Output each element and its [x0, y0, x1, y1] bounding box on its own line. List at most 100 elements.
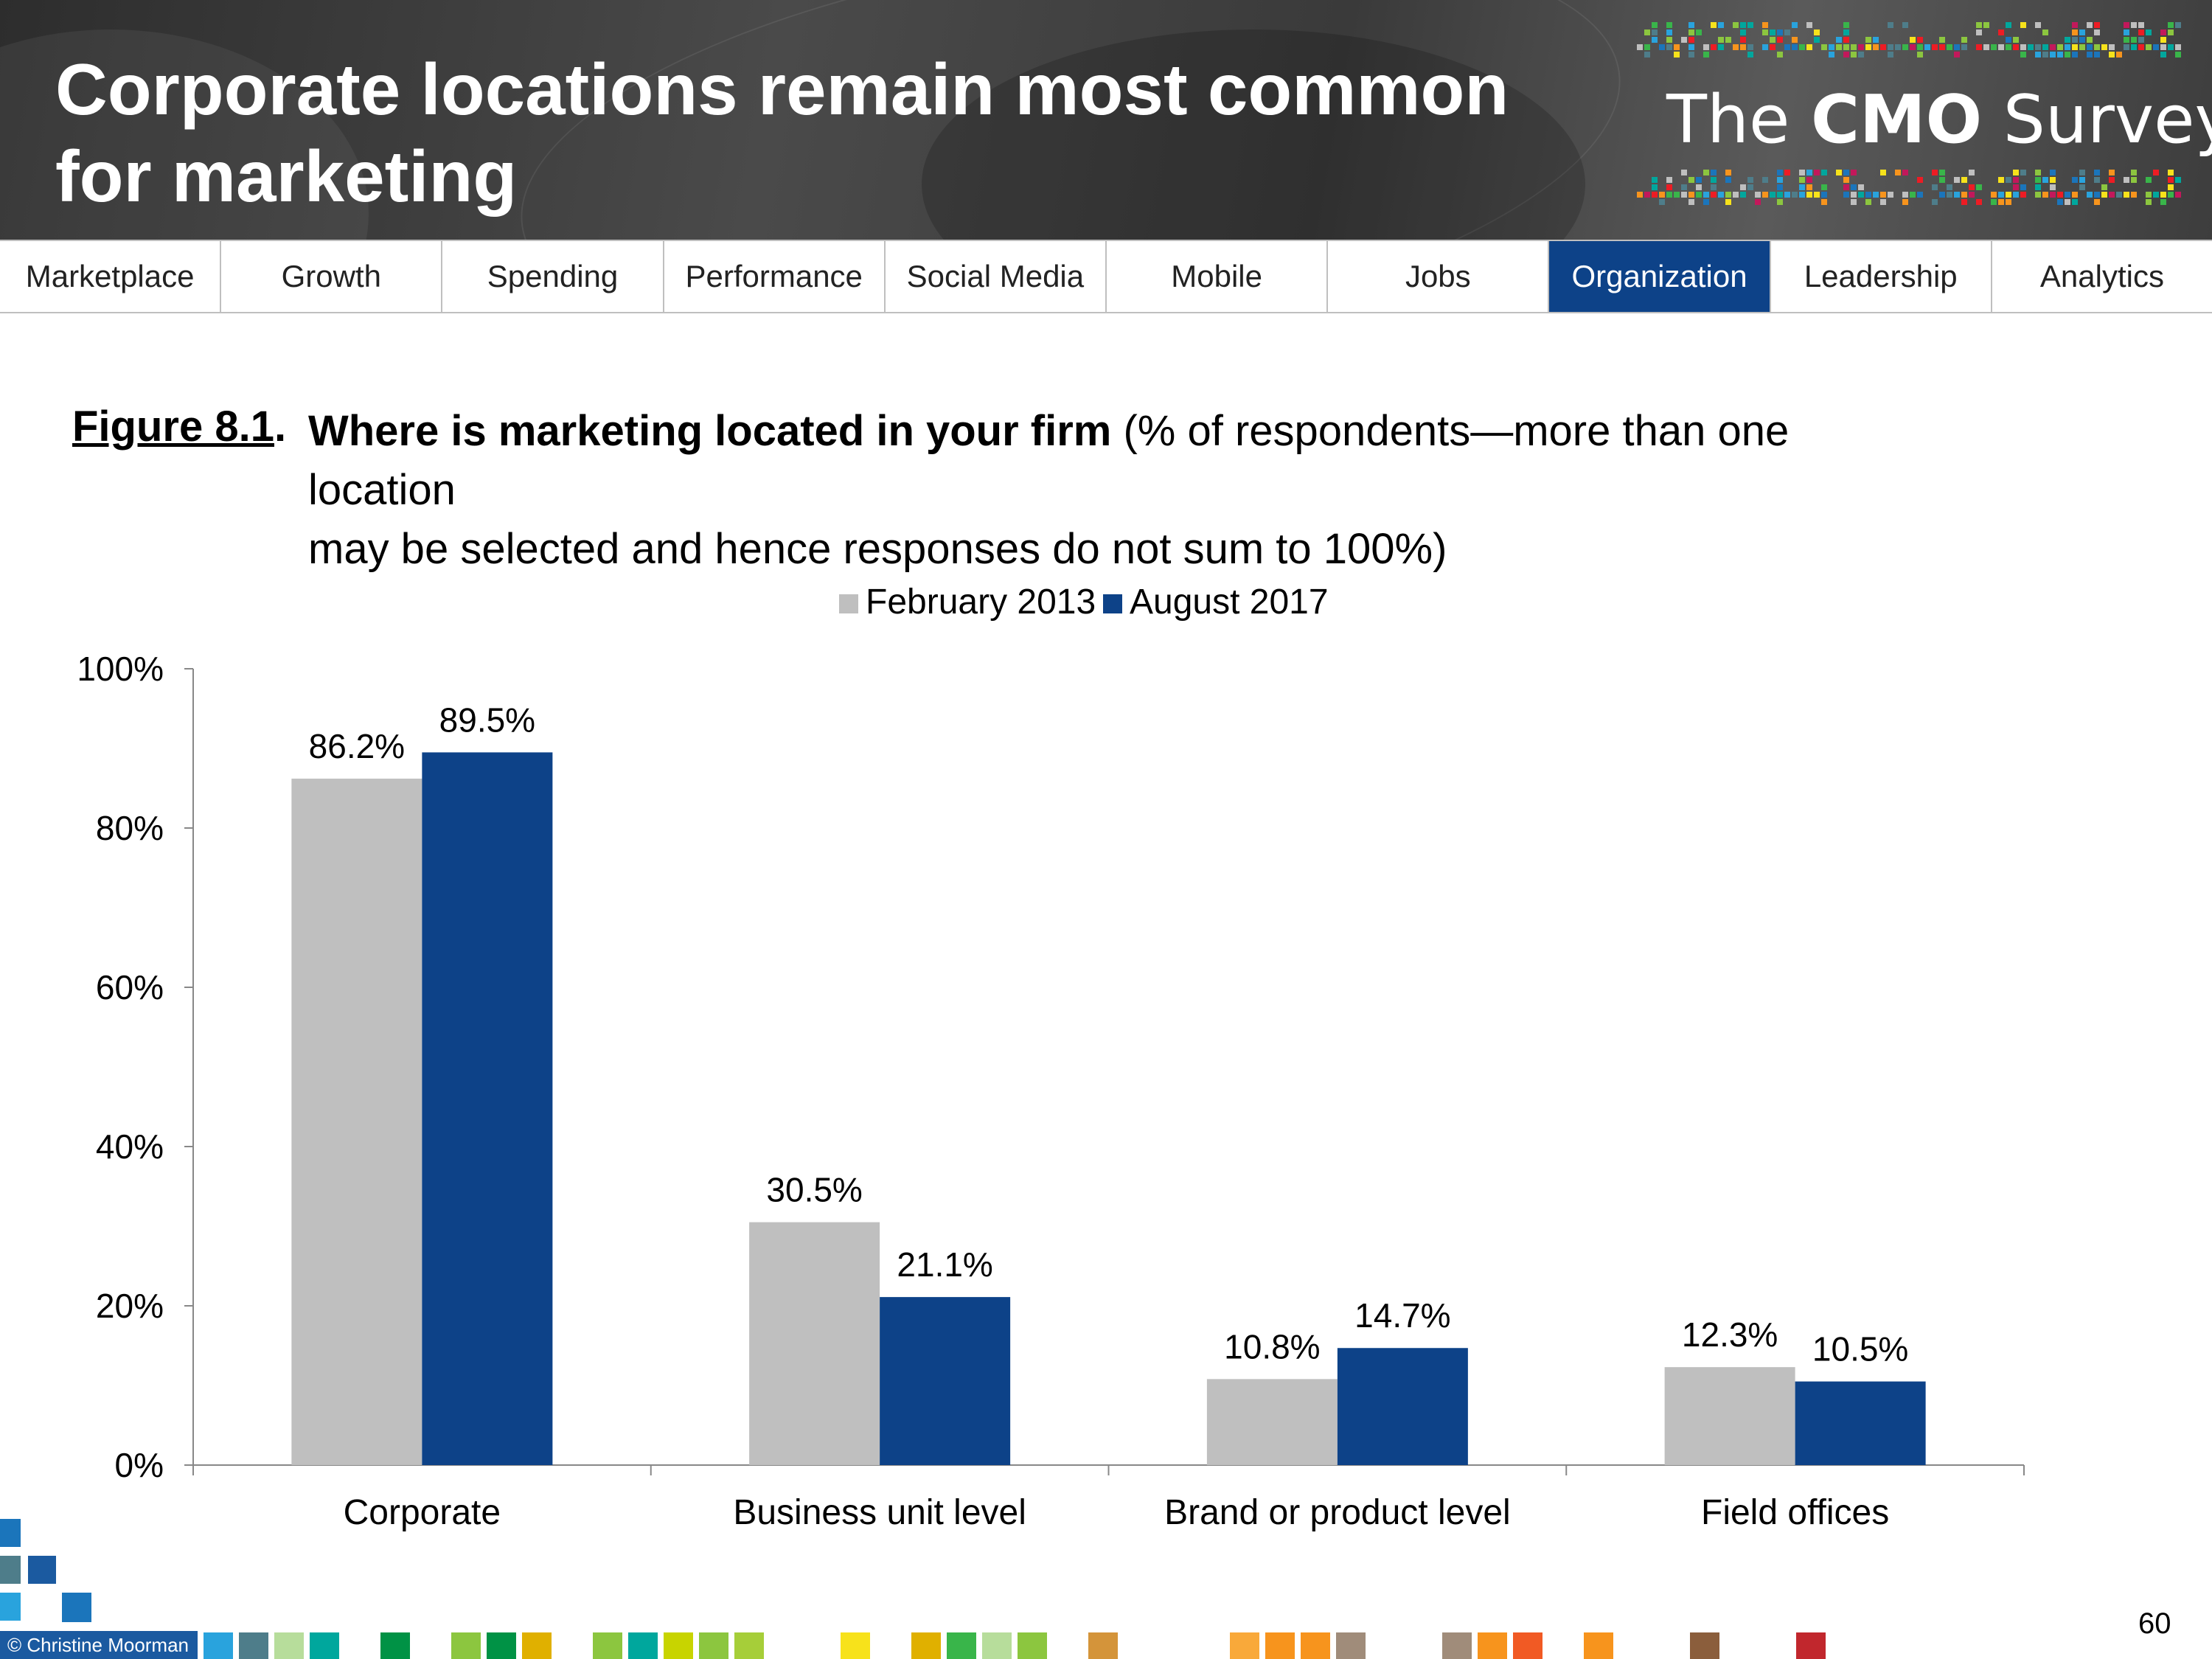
decor-pixel	[1725, 177, 1731, 183]
decor-pixel	[1961, 177, 1967, 183]
bar-aug-2017	[880, 1297, 1011, 1465]
decor-pixel	[1762, 29, 1768, 35]
decor-pixel	[1947, 44, 1952, 50]
decor-pixel	[1917, 177, 1923, 183]
decor-pixel	[1740, 29, 1746, 35]
y-tick-label: 80%	[96, 809, 164, 847]
decor-pixel	[1991, 199, 1997, 205]
decor-pixel	[1762, 44, 1768, 50]
decor-pixel	[1747, 177, 1753, 183]
bar-aug-2017	[1337, 1348, 1468, 1465]
decor-pixel	[1976, 22, 1982, 28]
decor-pixel	[1688, 177, 1694, 183]
decor-pixel	[2065, 44, 2070, 50]
decor-pixel	[1762, 177, 1768, 183]
decor-pixel	[1821, 199, 1827, 205]
decor-pixel	[1991, 192, 1997, 198]
decor-pixel	[2050, 170, 2056, 175]
data-label: 14.7%	[1354, 1296, 1450, 1335]
decor-pixel	[2072, 177, 2078, 183]
decor-pixel	[1652, 192, 1658, 198]
footer-swatch	[522, 1632, 552, 1659]
decor-pixel	[1659, 192, 1665, 198]
decor-pixel	[1983, 22, 1989, 28]
decor-pixel	[1954, 44, 1960, 50]
decor-pixel	[1762, 192, 1768, 198]
decor-pixel	[1806, 44, 1812, 50]
tab-social-media[interactable]: Social Media	[886, 241, 1107, 312]
decor-pixel	[2094, 22, 2100, 28]
footer-swatch	[1336, 1632, 1366, 1659]
tab-marketplace[interactable]: Marketplace	[0, 241, 222, 312]
decor-pixel	[1747, 44, 1753, 50]
decor-pixel	[2020, 184, 2026, 190]
tab-growth[interactable]: Growth	[221, 241, 443, 312]
decor-pixel	[2006, 22, 2011, 28]
footer-swatch	[1584, 1632, 1613, 1659]
decor-pixel	[1652, 22, 1658, 28]
decor-pixel	[1983, 44, 1989, 50]
decor-pixel	[2116, 192, 2122, 198]
decor-pixel	[2050, 52, 2056, 58]
decor-pixel	[2101, 192, 2107, 198]
decor-pixel	[1902, 192, 1908, 198]
decor-pixel	[1696, 192, 1702, 198]
footer-swatch	[274, 1632, 304, 1659]
decor-pixel	[1792, 44, 1798, 50]
tab-mobile[interactable]: Mobile	[1107, 241, 1329, 312]
decor-pixel	[2065, 199, 2070, 205]
decor-pixel	[2101, 44, 2107, 50]
footer-swatch	[380, 1632, 410, 1659]
legend-swatch	[1103, 594, 1122, 613]
decor-pixel	[2175, 22, 2181, 28]
decor-pixel	[1688, 29, 1694, 35]
decor-pixel	[2146, 29, 2152, 35]
decor-pixel	[1652, 184, 1658, 190]
tab-spending[interactable]: Spending	[442, 241, 664, 312]
figure-question: Where is marketing located in your firm	[308, 407, 1112, 455]
decor-pixel	[1947, 184, 1952, 190]
tab-analytics[interactable]: Analytics	[2039, 259, 2164, 293]
tab-organization[interactable]: Organization	[1549, 241, 1771, 312]
bar-chart: 0% 20% 40% 60% 80% 100% 86.2% 89.5% Corporate 30.…	[77, 582, 2025, 1532]
decor-pixel	[2057, 192, 2063, 198]
decor-pixel	[2087, 52, 2093, 58]
decor-pixel	[2020, 170, 2026, 175]
decor-pixel	[1851, 52, 1857, 58]
footer-swatch	[1088, 1632, 1118, 1659]
decor-pixel	[2131, 37, 2137, 43]
decor-pixel	[2050, 177, 2056, 183]
decor-pixel	[1711, 184, 1717, 190]
decor-pixel	[2035, 192, 2041, 198]
decor-pixel	[1836, 44, 1842, 50]
decor-pixel	[1932, 44, 1938, 50]
decor-pixel	[1666, 177, 1672, 183]
tab-jobs[interactable]: Jobs	[1328, 241, 1550, 312]
footer-swatch	[664, 1632, 693, 1659]
decor-pixel	[2146, 177, 2152, 183]
decor-pixel	[1806, 177, 1812, 183]
decor-pixel	[1843, 22, 1849, 28]
decor-pixel	[1851, 184, 1857, 190]
decor-pixel	[1858, 52, 1864, 58]
footer-swatch	[1513, 1632, 1543, 1659]
decor-pixel	[2094, 29, 2100, 35]
tab-leadership[interactable]: Leadership	[1771, 241, 1992, 312]
decor-pixel	[1725, 199, 1731, 205]
data-label: 21.1%	[897, 1245, 992, 1284]
decor-pixel	[2160, 52, 2166, 58]
decor-pixel	[1865, 192, 1871, 198]
decor-pixel	[1821, 192, 1827, 198]
decor-pixel	[1851, 170, 1857, 175]
decor-pixel	[1659, 44, 1665, 50]
decor-pixel	[2035, 52, 2041, 58]
decor-pixel	[2109, 177, 2115, 183]
decor-pixel	[2124, 29, 2129, 35]
decor-pixel	[1961, 37, 1967, 43]
decor-pixel	[1821, 184, 1827, 190]
decor-pixel	[1696, 29, 1702, 35]
tab-performance[interactable]: Performance	[664, 241, 886, 312]
decor-pixel	[2109, 44, 2115, 50]
decor-pixel	[2138, 37, 2144, 43]
decor-pixel	[1799, 170, 1805, 175]
